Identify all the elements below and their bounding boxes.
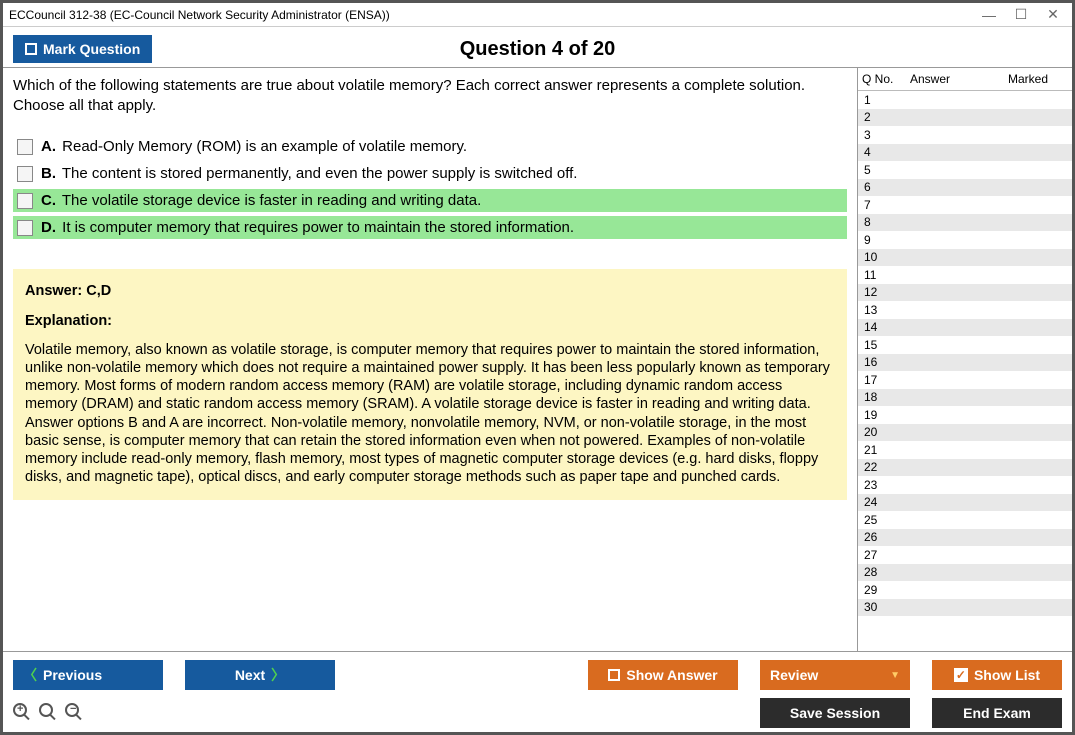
list-item[interactable]: 9 [858, 231, 1072, 249]
end-exam-button[interactable]: End Exam [932, 698, 1062, 728]
save-session-label: Save Session [790, 705, 880, 721]
mark-question-label: Mark Question [43, 41, 140, 57]
button-row-2: Save Session End Exam [13, 698, 1062, 728]
close-icon[interactable]: ✕ [1046, 6, 1060, 23]
explanation-box: Answer: C,D Explanation: Volatile memory… [13, 269, 847, 500]
next-label: Next [235, 667, 265, 683]
checkbox-icon[interactable] [17, 220, 33, 236]
question-pane: Which of the following statements are tr… [3, 68, 857, 651]
list-item[interactable]: 25 [858, 511, 1072, 529]
list-item[interactable]: 11 [858, 266, 1072, 284]
zoom-controls [13, 703, 85, 723]
show-answer-button[interactable]: Show Answer [588, 660, 738, 690]
button-row-1: 〈 Previous Next 〉 Show Answer Review ▼ [13, 660, 1062, 690]
header-row: Mark Question Question 4 of 20 [3, 27, 1072, 68]
list-item[interactable]: 1 [858, 91, 1072, 109]
window-controls: — ☐ ✕ [982, 6, 1066, 23]
list-item[interactable]: 13 [858, 301, 1072, 319]
titlebar: ECCouncil 312-38 (EC-Council Network Sec… [3, 3, 1072, 27]
answer-option[interactable]: B. The content is stored permanently, an… [13, 162, 847, 185]
list-item[interactable]: 18 [858, 389, 1072, 407]
save-session-button[interactable]: Save Session [760, 698, 910, 728]
side-list[interactable]: 1234567891011121314151617181920212223242… [858, 91, 1072, 651]
question-counter: Question 4 of 20 [3, 38, 1072, 61]
list-item[interactable]: 5 [858, 161, 1072, 179]
list-item[interactable]: 26 [858, 529, 1072, 547]
list-item[interactable]: 28 [858, 564, 1072, 582]
checkbox-icon [25, 43, 37, 55]
review-button[interactable]: Review ▼ [760, 660, 910, 690]
list-item[interactable]: 24 [858, 494, 1072, 512]
show-list-label: Show List [974, 667, 1040, 683]
list-item[interactable]: 4 [858, 144, 1072, 162]
checkbox-icon[interactable] [17, 193, 33, 209]
checkbox-icon[interactable] [17, 139, 33, 155]
question-list-panel: Q No. Answer Marked 12345678910111213141… [857, 68, 1072, 651]
col-answer: Answer [906, 68, 984, 90]
option-text: D. It is computer memory that requires p… [41, 219, 574, 236]
explanation-label: Explanation: [25, 313, 835, 329]
list-item[interactable]: 22 [858, 459, 1072, 477]
maximize-icon[interactable]: ☐ [1014, 6, 1028, 23]
list-item[interactable]: 27 [858, 546, 1072, 564]
square-icon [608, 669, 620, 681]
next-button[interactable]: Next 〉 [185, 660, 335, 690]
list-item[interactable]: 30 [858, 599, 1072, 617]
zoom-in-icon[interactable] [13, 703, 33, 723]
answer-option[interactable]: D. It is computer memory that requires p… [13, 216, 847, 239]
chevron-right-icon: 〉 [271, 665, 285, 685]
option-text: C. The volatile storage device is faster… [41, 192, 481, 209]
previous-label: Previous [43, 667, 102, 683]
review-label: Review [770, 667, 818, 683]
list-item[interactable]: 6 [858, 179, 1072, 197]
col-qno: Q No. [858, 68, 906, 90]
options-list: A. Read-Only Memory (ROM) is an example … [13, 135, 847, 239]
list-item[interactable]: 14 [858, 319, 1072, 337]
show-list-button[interactable]: ✓ Show List [932, 660, 1062, 690]
col-marked: Marked [984, 68, 1072, 90]
answer-option[interactable]: C. The volatile storage device is faster… [13, 189, 847, 212]
list-item[interactable]: 17 [858, 371, 1072, 389]
list-item[interactable]: 23 [858, 476, 1072, 494]
checkbox-icon[interactable] [17, 166, 33, 182]
list-item[interactable]: 10 [858, 249, 1072, 267]
list-item[interactable]: 2 [858, 109, 1072, 127]
window-title: ECCouncil 312-38 (EC-Council Network Sec… [9, 8, 982, 22]
app-window: ECCouncil 312-38 (EC-Council Network Sec… [0, 0, 1075, 735]
list-item[interactable]: 8 [858, 214, 1072, 232]
zoom-reset-icon[interactable] [39, 703, 59, 723]
content-area: Mark Question Question 4 of 20 Which of … [3, 27, 1072, 732]
zoom-out-icon[interactable] [65, 703, 85, 723]
list-item[interactable]: 3 [858, 126, 1072, 144]
minimize-icon[interactable]: — [982, 7, 996, 23]
show-answer-label: Show Answer [626, 667, 717, 683]
option-text: A. Read-Only Memory (ROM) is an example … [41, 138, 467, 155]
bottom-bar: 〈 Previous Next 〉 Show Answer Review ▼ [3, 651, 1072, 732]
end-exam-label: End Exam [963, 705, 1031, 721]
list-item[interactable]: 21 [858, 441, 1072, 459]
main-row: Which of the following statements are tr… [3, 68, 1072, 651]
side-panel-header: Q No. Answer Marked [858, 68, 1072, 91]
check-icon: ✓ [954, 668, 968, 682]
chevron-left-icon: 〈 [23, 665, 37, 685]
question-text: Which of the following statements are tr… [13, 76, 847, 115]
list-item[interactable]: 19 [858, 406, 1072, 424]
previous-button[interactable]: 〈 Previous [13, 660, 163, 690]
list-item[interactable]: 16 [858, 354, 1072, 372]
answer-option[interactable]: A. Read-Only Memory (ROM) is an example … [13, 135, 847, 158]
mark-question-button[interactable]: Mark Question [13, 35, 152, 63]
explanation-text: Volatile memory, also known as volatile … [25, 341, 835, 486]
list-item[interactable]: 20 [858, 424, 1072, 442]
option-text: B. The content is stored permanently, an… [41, 165, 577, 182]
list-item[interactable]: 29 [858, 581, 1072, 599]
list-item[interactable]: 15 [858, 336, 1072, 354]
list-item[interactable]: 7 [858, 196, 1072, 214]
answer-line: Answer: C,D [25, 283, 835, 299]
triangle-down-icon: ▼ [890, 670, 900, 681]
list-item[interactable]: 12 [858, 284, 1072, 302]
